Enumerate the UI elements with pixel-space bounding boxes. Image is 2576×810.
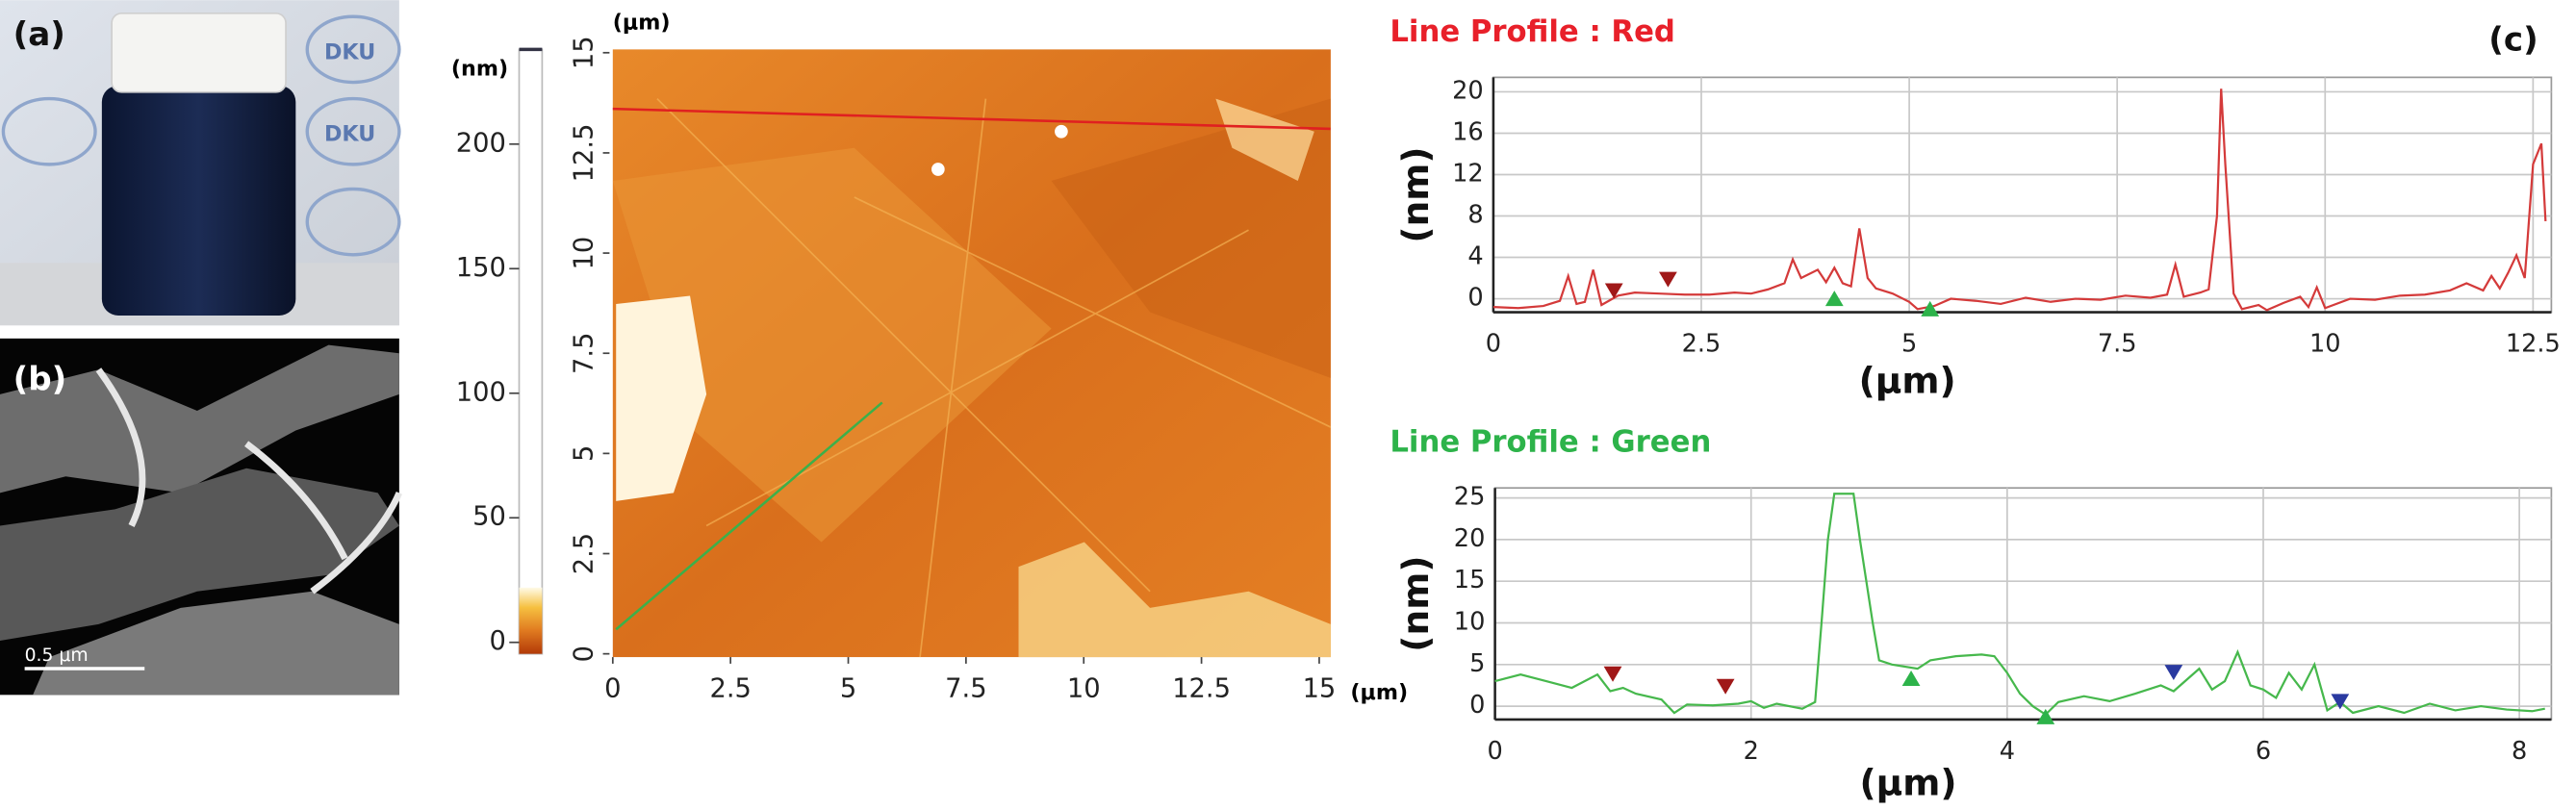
- profile-marker: [2036, 708, 2055, 724]
- profile-marker: [1824, 291, 1844, 307]
- x-tick-label: 8: [2512, 737, 2527, 766]
- y-tick-label: 8: [1467, 201, 1483, 230]
- x-tick-label: 0: [604, 674, 621, 704]
- chart-title: Line Profile : Green: [1390, 425, 1711, 460]
- x-tick-label: 2.5: [1682, 330, 1722, 359]
- y-tick-label: 2.5: [569, 533, 599, 574]
- y-tick-label: 10: [1454, 607, 1486, 636]
- colorbar-tick-label: 50: [472, 502, 506, 532]
- x-tick-label: 5: [840, 674, 856, 704]
- x-tick-label: 7.5: [2098, 330, 2137, 359]
- panel-label: (a): [13, 15, 65, 54]
- scale-bar-label: 0.5 μm: [25, 645, 89, 666]
- profile-marker: [1659, 271, 1677, 288]
- x-axis-label: (μm): [1859, 762, 1956, 804]
- panel-label: (c): [2488, 20, 2538, 59]
- photo-b: 0.5 μm (b): [0, 338, 402, 696]
- afm-image: [612, 49, 1332, 658]
- colorbar-frame: [518, 48, 544, 655]
- colorbar-tick-label: 100: [456, 377, 506, 407]
- colorbar-tick-label: 200: [456, 128, 506, 158]
- scan-line: [615, 401, 883, 631]
- logo-text: DKU: [324, 39, 375, 64]
- x-tick-label: 2: [1744, 737, 1759, 766]
- y-axis-label: (nm): [1394, 146, 1437, 242]
- x-tick-label: 0: [1487, 737, 1502, 766]
- y-tick-label: 16: [1452, 117, 1484, 146]
- y-tick-label: 12.5: [569, 124, 599, 183]
- axis-unit: (μm): [613, 11, 671, 36]
- x-tick-label: 5: [1901, 330, 1917, 359]
- y-tick-label: 25: [1454, 483, 1486, 512]
- chart-title: Line Profile : Red: [1390, 14, 1675, 49]
- y-tick-label: 15: [569, 36, 599, 69]
- profile-marker: [1716, 678, 1735, 695]
- profile-marker: [2164, 665, 2183, 681]
- y-tick-label: 15: [1454, 566, 1486, 595]
- plot-area: [1493, 487, 2553, 721]
- profile-marker: [1603, 666, 1622, 682]
- profile-marker: [2331, 694, 2350, 710]
- y-axis-label: (nm): [1394, 555, 1437, 651]
- colorbar-scale: [519, 587, 543, 654]
- y-tick-label: 20: [1454, 524, 1486, 553]
- profile-marker: [1604, 283, 1623, 299]
- profile-line: [1494, 493, 2545, 717]
- plot-area: [1492, 76, 2553, 314]
- x-axis-label: (μm): [1859, 359, 1956, 401]
- x-tick-label: 4: [2000, 737, 2015, 766]
- y-tick-label: 5: [1469, 649, 1485, 678]
- scan-line: [612, 107, 1331, 131]
- y-tick-label: 5: [569, 445, 599, 462]
- x-tick-label: 2.5: [709, 674, 751, 704]
- x-tick-label: 0: [1486, 330, 1501, 359]
- profile-marker: [1921, 300, 1940, 316]
- profile-line: [1492, 89, 2547, 312]
- colorbar-tick-label: 0: [489, 626, 505, 656]
- y-tick-label: 12: [1452, 159, 1484, 188]
- y-tick-label: 0: [1467, 284, 1483, 313]
- x-tick-label: 7.5: [945, 674, 986, 704]
- x-tick-label: 12.5: [2506, 330, 2561, 359]
- colorbar-tick-label: 150: [456, 253, 506, 283]
- axis-unit: (μm): [1350, 680, 1408, 705]
- logo-text: DKU: [324, 122, 375, 147]
- panel-label: (b): [13, 361, 67, 399]
- y-tick-label: 4: [1467, 242, 1483, 271]
- x-tick-label: 10: [2309, 330, 2341, 359]
- x-tick-label: 10: [1067, 674, 1101, 704]
- colorbar-unit: (nm): [451, 56, 508, 81]
- y-tick-label: 0: [569, 645, 599, 662]
- x-tick-label: 15: [1303, 674, 1337, 704]
- y-tick-label: 7.5: [569, 333, 599, 374]
- y-tick-label: 10: [569, 237, 599, 270]
- profile-marker: [1901, 671, 1921, 687]
- photo-a: DKU DKU (a): [0, 0, 401, 326]
- x-tick-label: 12.5: [1172, 674, 1231, 704]
- x-tick-label: 6: [2256, 737, 2271, 766]
- y-tick-label: 20: [1452, 76, 1484, 105]
- y-tick-label: 0: [1469, 691, 1485, 720]
